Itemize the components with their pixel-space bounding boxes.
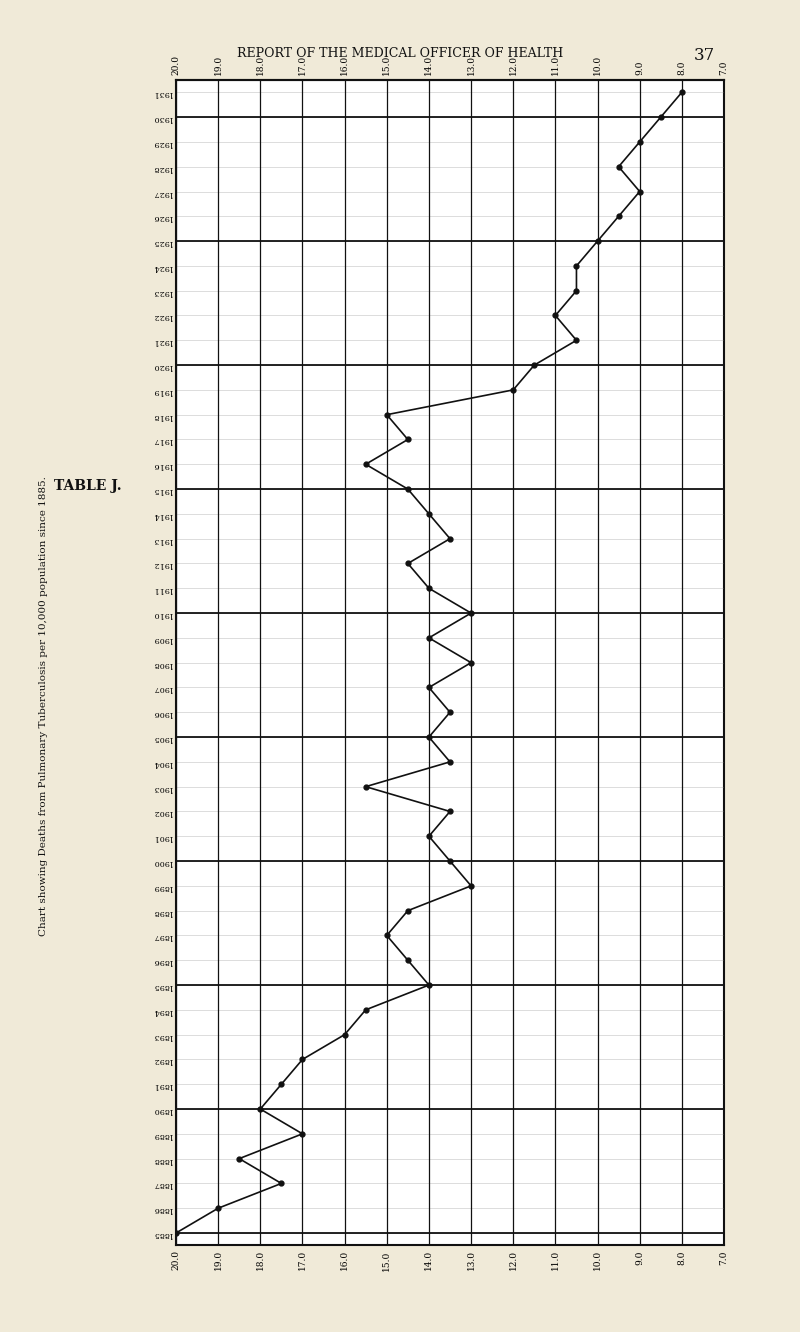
Text: TABLE J.: TABLE J.: [54, 480, 122, 493]
Text: REPORT OF THE MEDICAL OFFICER OF HEALTH: REPORT OF THE MEDICAL OFFICER OF HEALTH: [237, 47, 563, 60]
Text: Chart showing Deaths from Pulmonary Tuberculosis per 10,000 population since 188: Chart showing Deaths from Pulmonary Tube…: [39, 476, 49, 936]
Text: 37: 37: [694, 47, 714, 64]
